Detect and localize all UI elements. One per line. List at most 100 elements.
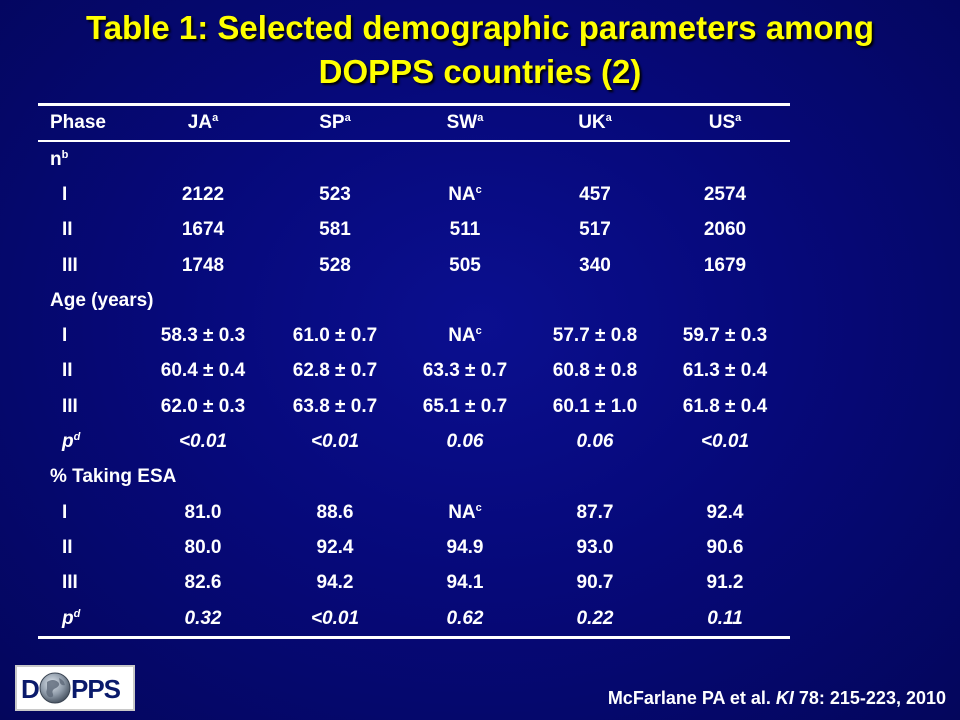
section-row-age: Age (years) bbox=[38, 283, 790, 318]
table-row: I 81.0 88.6 NAc 87.7 92.4 bbox=[38, 495, 790, 530]
header-ja-label: JA bbox=[187, 112, 213, 133]
table-row: II 80.0 92.4 94.9 93.0 90.6 bbox=[38, 530, 790, 565]
cell-ja: 80.0 bbox=[184, 536, 222, 558]
cell-us: 92.4 bbox=[706, 501, 744, 523]
svg-text:D: D bbox=[21, 674, 40, 704]
header-us-sup: a bbox=[735, 112, 742, 124]
cell-sw: 511 bbox=[449, 219, 481, 241]
cell-us: 61.3 ± 0.4 bbox=[682, 360, 768, 382]
cell-us: 0.11 bbox=[707, 607, 743, 629]
logo-text: PPS bbox=[71, 674, 121, 704]
header-sw-sup: a bbox=[477, 112, 484, 124]
cell-ja: 1674 bbox=[181, 219, 225, 241]
cell-uk: 517 bbox=[579, 219, 611, 241]
header-uk-label: UK bbox=[578, 112, 606, 133]
row-phase: III bbox=[62, 395, 78, 417]
cell-sw-value: NA bbox=[448, 501, 476, 523]
citation-authors: McFarlane PA et al. bbox=[607, 688, 776, 708]
cell-ja: 60.4 ± 0.4 bbox=[160, 360, 246, 382]
cell-us: 1679 bbox=[703, 254, 747, 276]
section-n-sup: b bbox=[61, 148, 69, 161]
header-phase: Phase bbox=[50, 112, 106, 133]
cell-ja: 81.0 bbox=[184, 501, 222, 523]
cell-sw-sup: c bbox=[475, 325, 482, 338]
header-ja-sup: a bbox=[212, 112, 219, 124]
cell-sp: <0.01 bbox=[310, 607, 360, 629]
table-row: I 58.3 ± 0.3 61.0 ± 0.7 NAc 57.7 ± 0.8 5… bbox=[38, 318, 790, 353]
table-row: III 82.6 94.2 94.1 90.7 91.2 bbox=[38, 566, 790, 601]
cell-ja: 58.3 ± 0.3 bbox=[160, 325, 246, 347]
row-phase: III bbox=[62, 254, 78, 276]
section-label-n: nb bbox=[38, 141, 790, 177]
dopps-logo-graphic: D PPS bbox=[21, 672, 122, 704]
row-phase: II bbox=[62, 219, 73, 241]
row-phase: I bbox=[62, 501, 68, 523]
table-row: III 62.0 ± 0.3 63.8 ± 0.7 65.1 ± 0.7 60.… bbox=[38, 389, 790, 424]
cell-ja: 2122 bbox=[181, 183, 225, 205]
cell-uk: 457 bbox=[579, 183, 611, 205]
table-row: III 1748 528 505 340 1679 bbox=[38, 248, 790, 283]
p-label: pd bbox=[38, 601, 136, 638]
demographics-table-container: Phase JAa SPa SWa UKa USa nb I 2122 523 … bbox=[38, 103, 790, 639]
cell-ja: <0.01 bbox=[178, 431, 228, 453]
cell-sp: 88.6 bbox=[316, 501, 354, 523]
cell-us: 2060 bbox=[703, 219, 747, 241]
row-phase: I bbox=[62, 325, 68, 347]
p-value-row-esa: pd 0.32 <0.01 0.62 0.22 0.11 bbox=[38, 601, 790, 638]
cell-sw: 94.1 bbox=[446, 572, 484, 594]
cell-uk: 87.7 bbox=[576, 501, 614, 523]
header-uk-sup: a bbox=[605, 112, 612, 124]
demographics-table: Phase JAa SPa SWa UKa USa nb I 2122 523 … bbox=[38, 103, 790, 639]
table-row: II 1674 581 511 517 2060 bbox=[38, 213, 790, 248]
row-phase: II bbox=[62, 536, 73, 558]
cell-us: 91.2 bbox=[706, 572, 744, 594]
cell-ja: 0.32 bbox=[184, 607, 222, 629]
cell-sw: NAc bbox=[400, 177, 530, 212]
cell-sw-sup: c bbox=[475, 183, 482, 196]
cell-uk: 57.7 ± 0.8 bbox=[552, 325, 638, 347]
p-label-sup: d bbox=[73, 431, 81, 444]
cell-uk: 340 bbox=[579, 254, 611, 276]
header-sp-label: SP bbox=[319, 112, 345, 133]
cell-sw: NAc bbox=[400, 495, 530, 530]
section-label-esa: % Taking ESA bbox=[50, 466, 177, 488]
dopps-logo: D PPS bbox=[15, 665, 135, 711]
cell-sp: 523 bbox=[319, 183, 351, 205]
header-sw-label: SW bbox=[446, 112, 478, 133]
cell-sp: 581 bbox=[319, 219, 351, 241]
row-phase: II bbox=[62, 360, 73, 382]
citation: McFarlane PA et al. KI 78: 215-223, 2010 bbox=[608, 688, 946, 709]
title-line-1: Table 1: Selected demographic parameters… bbox=[86, 9, 874, 46]
cell-sp: 62.8 ± 0.7 bbox=[292, 360, 378, 382]
cell-sp: 92.4 bbox=[316, 536, 354, 558]
table-row: II 60.4 ± 0.4 62.8 ± 0.7 63.3 ± 0.7 60.8… bbox=[38, 354, 790, 389]
cell-ja: 62.0 ± 0.3 bbox=[160, 395, 246, 417]
cell-us: 2574 bbox=[703, 183, 747, 205]
section-row-esa: % Taking ESA bbox=[38, 460, 790, 495]
cell-uk: 60.1 ± 1.0 bbox=[552, 395, 638, 417]
header-ja: JAa bbox=[136, 105, 270, 142]
cell-uk: 90.7 bbox=[576, 572, 614, 594]
cell-sw: 0.62 bbox=[446, 607, 484, 629]
section-row-n: nb bbox=[38, 141, 790, 177]
cell-uk: 93.0 bbox=[576, 536, 614, 558]
cell-us: 59.7 ± 0.3 bbox=[682, 325, 768, 347]
citation-journal: KI bbox=[775, 688, 794, 708]
cell-sw: 0.06 bbox=[446, 431, 484, 453]
cell-us: <0.01 bbox=[700, 431, 750, 453]
citation-details: 78: 215-223, 2010 bbox=[793, 688, 946, 708]
cell-sp: 61.0 ± 0.7 bbox=[292, 325, 378, 347]
header-sp: SPa bbox=[270, 105, 400, 142]
table-header-row: Phase JAa SPa SWa UKa USa bbox=[38, 104, 790, 142]
p-label-sup: d bbox=[73, 607, 81, 620]
row-phase: I bbox=[62, 183, 68, 205]
title-line-2: DOPPS countries (2) bbox=[318, 53, 642, 90]
cell-sp: 94.2 bbox=[316, 572, 354, 594]
cell-ja: 1748 bbox=[181, 254, 225, 276]
cell-uk: 0.06 bbox=[576, 431, 614, 453]
cell-sw: 63.3 ± 0.7 bbox=[422, 360, 508, 382]
cell-sw: NAc bbox=[400, 318, 530, 353]
section-label-age: Age (years) bbox=[50, 289, 154, 311]
cell-sw: 94.9 bbox=[446, 536, 484, 558]
cell-sw: 65.1 ± 0.7 bbox=[422, 395, 508, 417]
